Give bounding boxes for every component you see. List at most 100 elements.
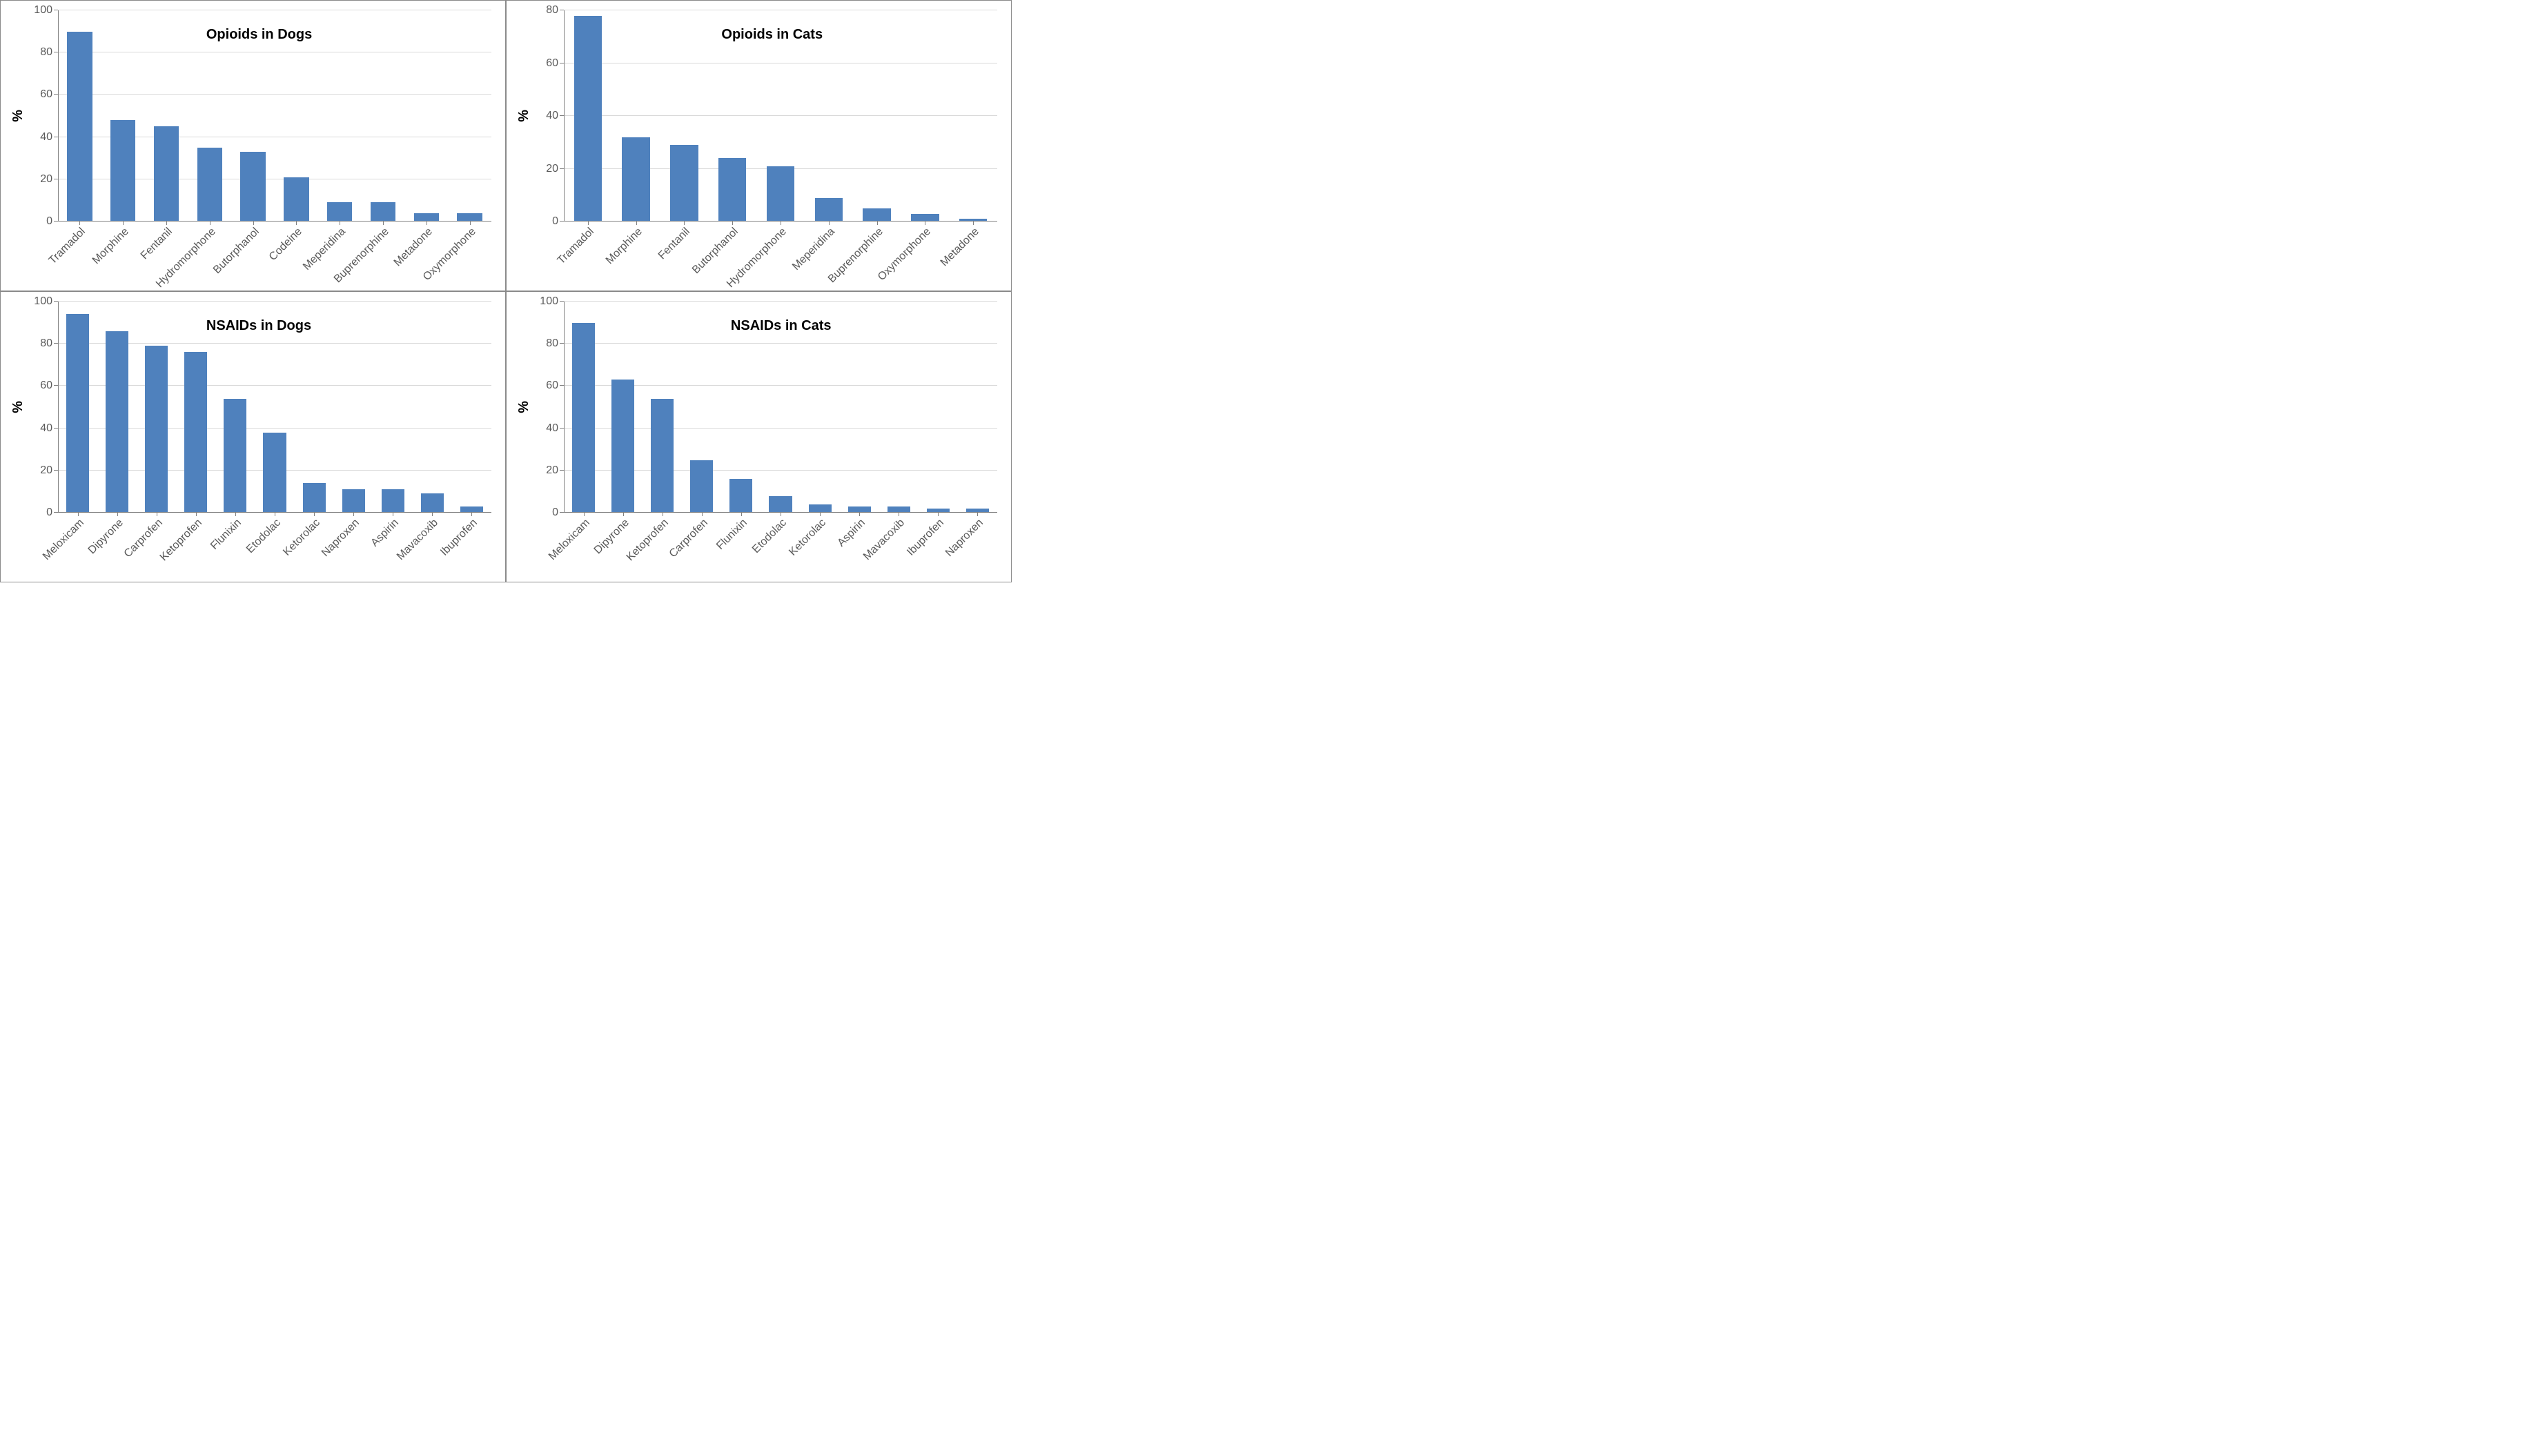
x-tick-mark [432,513,433,516]
chart-title: Opioids in Cats [721,27,823,43]
y-tick-label: 80 [546,4,558,17]
bar [371,202,395,222]
x-tick-mark [820,513,821,516]
x-tick-label: Meloxicam [40,517,86,563]
x-tick-label: Aspirin [836,517,868,549]
y-tick-label: 0 [552,506,558,519]
chart-title: NSAIDs in Cats [731,318,832,334]
bar [421,493,444,513]
x-label-slot: Ibuprofen [452,513,491,575]
x-tick-label: Meloxicam [546,517,592,563]
bar-slot [901,10,949,222]
bar-slot [452,302,491,513]
chart-area: % NSAIDs in Dogs 020406080100 MeloxicamD… [10,302,496,575]
x-tick-mark [977,513,978,516]
y-tick-label: 80 [546,337,558,350]
bar-slot [58,302,97,513]
x-tick-mark [123,222,124,225]
bar-slot [404,10,448,222]
x-label-slot: Oxymorphone [901,222,949,284]
bar-slot [564,302,603,513]
plot-region: NSAIDs in Cats 020406080100 MeloxicamDip… [535,302,1001,575]
bar-slot [612,10,660,222]
panel-opioids-dogs: % Opioids in Dogs 020406080100 TramadolM… [0,0,506,291]
x-label-slot: Hydromorphone [756,222,805,284]
bar-slot [919,302,958,513]
x-label-slot: Metadone [949,222,997,284]
x-tick-mark [732,222,733,225]
x-tick-label: Tramadol [47,226,88,267]
y-ticks: 020406080100 [29,10,58,222]
x-tick-mark [79,222,80,225]
x-tick-mark [166,222,167,225]
bar [263,433,286,513]
bar [611,380,634,513]
y-tick-label: 40 [546,422,558,435]
x-tick-mark [623,513,624,516]
x-tick-mark [741,513,742,516]
x-labels: MeloxicamDipyroneKetoprofenCarprofenFlun… [564,513,997,575]
x-tick-mark [938,513,939,516]
chart-area: % Opioids in Cats 020406080 TramadolMorp… [516,10,1001,284]
bar [327,202,352,222]
x-tick-label: Fentanil [656,226,693,262]
y-tick-label: 20 [546,464,558,477]
x-label-slot: Naproxen [958,513,997,575]
bar [718,158,746,222]
bar [382,489,404,513]
bar [767,166,794,222]
bar [145,346,168,513]
bar [769,496,792,513]
chart-grid: % Opioids in Dogs 020406080100 TramadolM… [0,0,1012,582]
x-tick-mark [353,513,354,516]
y-tick-label: 100 [34,4,52,17]
x-labels: TramadolMorphineFentanilHydromorphoneBut… [58,222,491,284]
chart-area: % NSAIDs in Cats 020406080100 MeloxicamD… [516,302,1001,575]
y-tick-label: 20 [546,163,558,175]
plot-region: Opioids in Cats 020406080 TramadolMorphi… [535,10,1001,284]
bar [197,148,222,222]
x-tick-mark [235,513,236,516]
bar [110,120,135,222]
y-tick-label: 40 [40,422,52,435]
x-label-slot: Hydromorphone [188,222,231,284]
bar [184,352,207,513]
bar-slot [145,10,188,222]
bar [863,208,890,222]
bar [574,16,602,222]
bar [815,198,843,222]
bar-slot [101,10,145,222]
y-tick-label: 0 [46,215,52,228]
bar-slot [879,302,919,513]
x-tick-mark [196,513,197,516]
y-axis-label: % [10,401,26,413]
x-tick-mark [702,513,703,516]
x-tick-mark [877,222,878,225]
x-tick-mark [117,513,118,516]
y-tick-label: 0 [46,506,52,519]
y-tick-label: 100 [540,295,558,308]
bar [622,137,649,222]
bar-slot [949,10,997,222]
bar [224,399,246,513]
x-labels: TramadolMorphineFentanilButorphanolHydro… [564,222,997,284]
x-label-slot: Buprenorphine [362,222,405,284]
y-axis-label: % [516,110,532,122]
x-label-slot: Morphine [612,222,660,284]
bar [690,460,713,513]
bar-slot [318,10,362,222]
bar [729,479,752,513]
bar-slot [362,10,405,222]
plot-region: NSAIDs in Dogs 020406080100 MeloxicamDip… [29,302,496,575]
bar-slot [958,302,997,513]
y-tick-label: 80 [40,337,52,350]
x-tick-mark [471,513,472,516]
y-tick-label: 60 [546,380,558,392]
bar-slot [58,10,101,222]
x-tick-mark [684,222,685,225]
x-tick-mark [314,513,315,516]
bar [284,177,308,222]
chart-area: % Opioids in Dogs 020406080100 TramadolM… [10,10,496,284]
y-tick-label: 20 [40,464,52,477]
bar [154,126,179,222]
